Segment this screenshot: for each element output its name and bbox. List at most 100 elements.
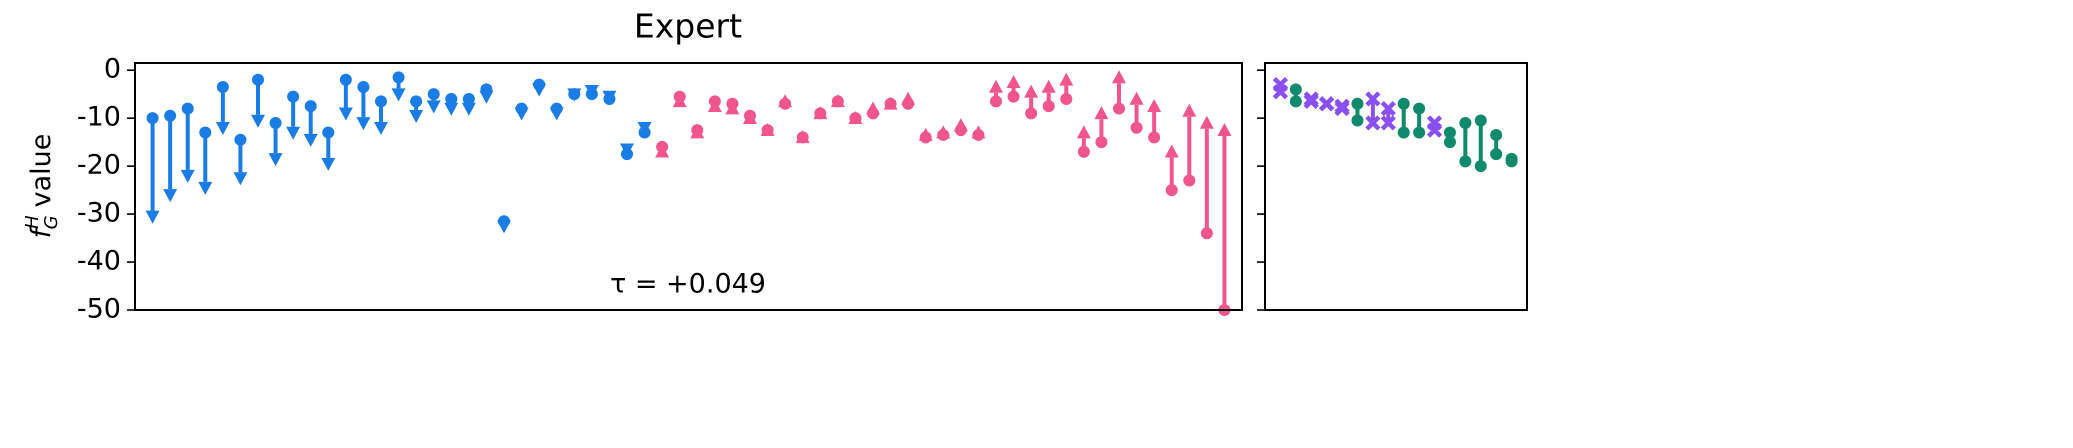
arrow-head — [971, 125, 986, 139]
marker — [1474, 160, 1487, 173]
marker — [269, 116, 282, 129]
marker — [1334, 100, 1350, 117]
marker — [1413, 102, 1426, 115]
marker — [445, 92, 458, 105]
marker — [1025, 107, 1038, 120]
arrow-head — [1112, 70, 1126, 84]
arrow-head — [321, 157, 336, 171]
arrow-head — [584, 85, 599, 99]
arrow-head — [1024, 84, 1039, 98]
arrow-head — [690, 125, 705, 139]
marker — [1351, 97, 1364, 110]
arrow-head — [602, 90, 617, 104]
arrow-head — [391, 88, 406, 102]
marker — [322, 126, 335, 139]
marker — [1490, 128, 1503, 141]
marker — [1042, 100, 1055, 113]
marker — [234, 133, 247, 146]
arrow-head — [303, 133, 318, 147]
arrow-head — [567, 88, 582, 102]
arrow-head — [356, 117, 371, 131]
arrow-head — [532, 83, 547, 97]
arrow-head — [620, 143, 634, 157]
arrow-head — [707, 98, 722, 112]
arrow-head — [374, 121, 388, 135]
arrow-head — [1006, 74, 1021, 88]
marker — [1165, 184, 1178, 197]
arrow-head — [866, 101, 880, 115]
marker — [1077, 145, 1090, 158]
arrow-head — [936, 125, 951, 139]
arrow-head — [989, 79, 1003, 93]
arrow-head — [953, 118, 968, 132]
marker — [1380, 115, 1396, 131]
arrow-head — [883, 96, 898, 110]
marker — [1289, 83, 1302, 96]
y-axis-label: fHGvalue — [22, 134, 62, 239]
marker — [1459, 116, 1472, 129]
marker — [375, 95, 387, 108]
marker — [1060, 92, 1073, 105]
arrow-head — [918, 127, 933, 141]
marker — [1183, 174, 1196, 187]
y-tick-label: -10 — [77, 102, 121, 133]
marker — [287, 90, 300, 103]
arrow-head — [1164, 144, 1179, 158]
marker — [357, 80, 370, 93]
marker — [1474, 114, 1487, 127]
arrow-head — [163, 189, 178, 203]
arrow-head — [461, 102, 476, 116]
y-label-sup: H — [22, 215, 43, 229]
arrow-head — [286, 126, 301, 140]
arrow-head — [830, 94, 845, 108]
arrow-head — [1217, 122, 1232, 136]
arrow-head — [778, 94, 793, 108]
y-tick-label: -50 — [77, 294, 121, 325]
annotation: τ = +0.049 — [610, 269, 766, 300]
arrow-head — [1041, 79, 1056, 93]
marker — [410, 95, 423, 108]
arrow-head — [426, 100, 441, 114]
marker — [1303, 93, 1319, 109]
marker — [1490, 148, 1503, 161]
arrow-head — [672, 94, 687, 108]
marker — [1130, 121, 1143, 134]
arrow-head — [637, 121, 652, 135]
arrow-head — [497, 220, 511, 234]
marker — [1007, 90, 1020, 103]
marker — [216, 80, 229, 93]
marker — [427, 88, 440, 101]
arrow-head — [233, 172, 248, 186]
arrow-head — [1129, 91, 1144, 105]
arrow-head — [268, 153, 283, 167]
arrow-head — [1199, 115, 1214, 129]
marker — [1443, 126, 1456, 139]
arrow-head — [198, 181, 213, 195]
arrow-head — [901, 91, 916, 105]
arrow-head — [725, 101, 740, 115]
y-tick-label: -20 — [77, 150, 121, 181]
marker — [1148, 131, 1161, 144]
y-label-text: value — [26, 134, 57, 208]
arrow-head — [444, 102, 459, 116]
marker — [1319, 96, 1335, 112]
marker — [1272, 84, 1289, 100]
plot-frame — [134, 62, 1243, 311]
marker — [1365, 115, 1381, 131]
marker — [1413, 126, 1426, 139]
marker — [199, 126, 212, 139]
marker — [990, 95, 1002, 108]
y-label-sub: G — [41, 215, 62, 229]
marker — [1459, 155, 1472, 168]
marker — [1443, 136, 1456, 149]
arrow-head — [479, 90, 494, 104]
y-tick-label: -30 — [77, 198, 121, 229]
marker — [181, 102, 194, 115]
arrow-head — [1147, 98, 1162, 112]
arrow-head — [409, 109, 424, 123]
marker — [1397, 97, 1410, 110]
marker — [1351, 114, 1364, 127]
marker — [1095, 136, 1108, 149]
y-tick-label: -40 — [77, 246, 121, 277]
arrow-head — [549, 107, 564, 121]
